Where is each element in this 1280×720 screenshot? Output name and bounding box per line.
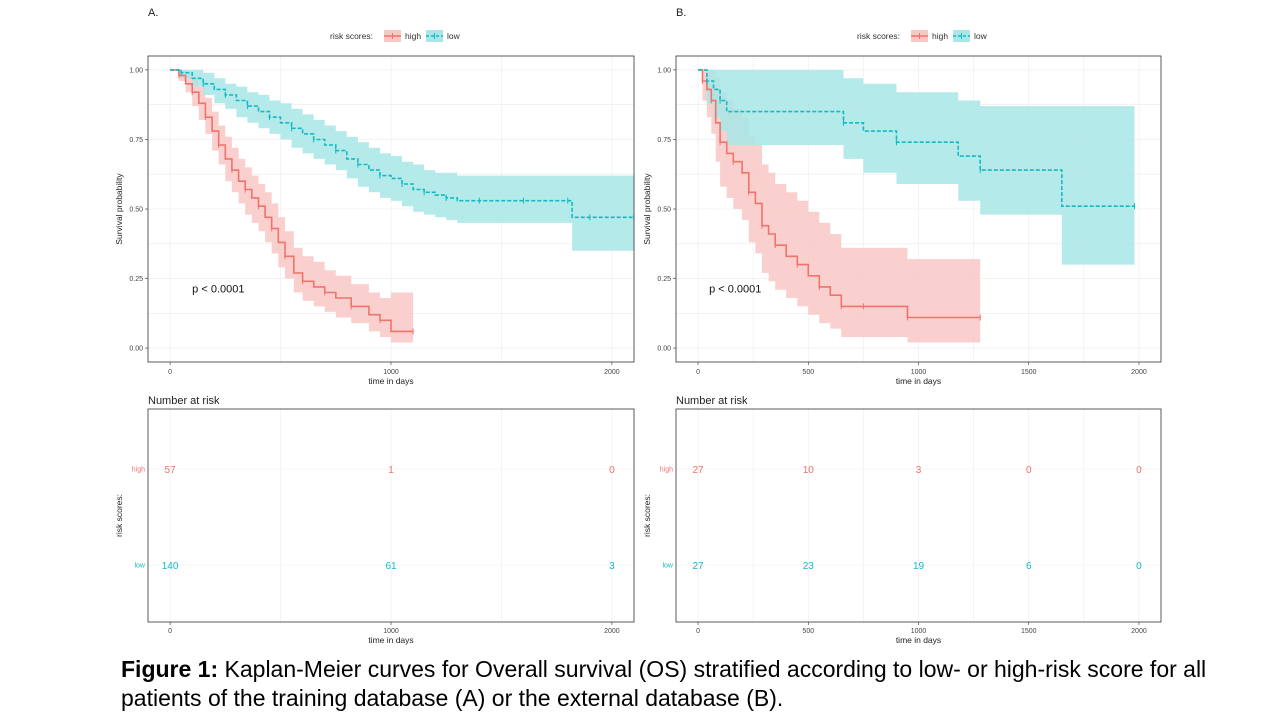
risk-count-high: 10 xyxy=(803,465,815,476)
risk-count-low: 0 xyxy=(1136,561,1142,572)
risk-count-high: 1 xyxy=(388,465,394,476)
y-tick-label: 0.75 xyxy=(657,137,671,144)
legend-title: risk scores: xyxy=(330,31,373,41)
x-axis-label: time in days xyxy=(896,376,941,386)
caption-label: Figure 1: xyxy=(121,656,219,682)
y-axis-label: Survival probability xyxy=(114,173,124,245)
risk-x-tick-label: 0 xyxy=(168,628,172,635)
risk-y-axis-label: risk scores: xyxy=(114,494,124,537)
y-tick-label: 0.25 xyxy=(657,276,671,283)
risk-table-title: Number at risk xyxy=(676,395,748,407)
p-value-annotation: p < 0.0001 xyxy=(709,283,761,295)
x-axis-label: time in days xyxy=(368,376,413,386)
risk-row-label-high: high xyxy=(660,467,673,474)
risk-x-tick-label: 1000 xyxy=(383,628,399,635)
x-tick-label: 1000 xyxy=(911,369,927,376)
y-tick-label: 0.00 xyxy=(129,346,143,353)
risk-row-label-high: high xyxy=(132,467,145,474)
ci-band-high xyxy=(170,69,414,343)
y-axis-label: Survival probability xyxy=(642,173,652,245)
panel-label: A. xyxy=(148,7,158,19)
ci-band-low xyxy=(698,69,1135,265)
legend-label: high xyxy=(405,31,421,41)
risk-table-title: Number at risk xyxy=(148,395,220,407)
risk-count-low: 19 xyxy=(913,561,925,572)
risk-x-axis-label: time in days xyxy=(896,635,941,645)
risk-count-high: 27 xyxy=(692,465,704,476)
y-tick-label: 0.25 xyxy=(129,276,143,283)
x-tick-label: 2000 xyxy=(1131,369,1147,376)
risk-count-high: 0 xyxy=(609,465,615,476)
x-tick-label: 0 xyxy=(168,369,172,376)
risk-count-high: 3 xyxy=(916,465,922,476)
x-tick-label: 1500 xyxy=(1021,369,1037,376)
figure-caption: Figure 1: Kaplan-Meier curves for Overal… xyxy=(121,655,1221,713)
ci-band-high xyxy=(698,69,981,343)
survival-curve-high xyxy=(698,69,981,319)
x-tick-label: 2000 xyxy=(604,369,620,376)
risk-x-tick-label: 2000 xyxy=(604,628,620,635)
km-plot-area xyxy=(675,55,1162,363)
ci-band-low xyxy=(170,69,634,251)
survival-curve-high xyxy=(170,69,414,333)
caption-text: Kaplan-Meier curves for Overall survival… xyxy=(121,656,1207,711)
risk-count-high: 57 xyxy=(165,465,177,476)
y-tick-label: 0.75 xyxy=(129,137,143,144)
survival-curve-low xyxy=(698,69,1135,207)
risk-x-tick-label: 500 xyxy=(802,628,814,635)
legend: risk scores: high low xyxy=(857,30,988,42)
number-at-risk-table: Number at risk high 27 10 3 0 0 low 27 23 19 6 0 0 500… xyxy=(642,395,1162,645)
risk-row-label-low: low xyxy=(134,563,145,570)
p-value-annotation: p < 0.0001 xyxy=(192,283,244,295)
risk-x-tick-label: 1000 xyxy=(911,628,927,635)
risk-count-low: 6 xyxy=(1026,561,1032,572)
km-panel-a: A. risk scores: high low 0.00 0.25 0.50 0.75 1.0… xyxy=(114,7,635,645)
number-at-risk-table: Number at risk high 57 1 0 low 140 61 3 0 1000 2000… xyxy=(114,395,635,645)
x-tick-label: 1000 xyxy=(383,369,399,376)
risk-y-axis-label: risk scores: xyxy=(642,494,652,537)
risk-count-low: 140 xyxy=(162,561,179,572)
panel-label: B. xyxy=(676,7,686,19)
x-tick-label: 0 xyxy=(696,369,700,376)
risk-x-tick-label: 1500 xyxy=(1021,628,1037,635)
legend-label: low xyxy=(447,31,461,41)
risk-count-high: 0 xyxy=(1026,465,1032,476)
risk-x-tick-label: 2000 xyxy=(1131,628,1147,635)
km-panel-b: B. risk scores: high low 0.00 0.25 0.50 0.75 1.0… xyxy=(642,7,1162,645)
legend-title: risk scores: xyxy=(857,31,900,41)
x-tick-label: 500 xyxy=(802,369,814,376)
risk-count-high: 0 xyxy=(1136,465,1142,476)
legend: risk scores: high low xyxy=(330,30,461,42)
risk-count-low: 3 xyxy=(609,561,615,572)
km-plot-area xyxy=(147,55,635,363)
y-tick-label: 0.50 xyxy=(657,207,671,214)
risk-count-low: 27 xyxy=(692,561,704,572)
risk-count-low: 61 xyxy=(385,561,397,572)
legend-label: high xyxy=(932,31,948,41)
y-tick-label: 0.00 xyxy=(657,346,671,353)
risk-count-low: 23 xyxy=(803,561,815,572)
legend-item-high: high xyxy=(384,30,421,42)
figure: A. risk scores: high low 0.00 0.25 0.50 0.75 1.0… xyxy=(114,7,1162,645)
legend-label: low xyxy=(974,31,988,41)
legend-item-high: high xyxy=(911,30,948,42)
risk-x-tick-label: 0 xyxy=(696,628,700,635)
y-tick-label: 1.00 xyxy=(657,67,671,74)
risk-row-label-low: low xyxy=(662,563,673,570)
y-tick-label: 1.00 xyxy=(129,67,143,74)
legend-item-low: low xyxy=(426,30,461,42)
legend-item-low: low xyxy=(953,30,988,42)
survival-curve-low xyxy=(170,69,634,219)
y-tick-label: 0.50 xyxy=(129,207,143,214)
risk-x-axis-label: time in days xyxy=(368,635,413,645)
